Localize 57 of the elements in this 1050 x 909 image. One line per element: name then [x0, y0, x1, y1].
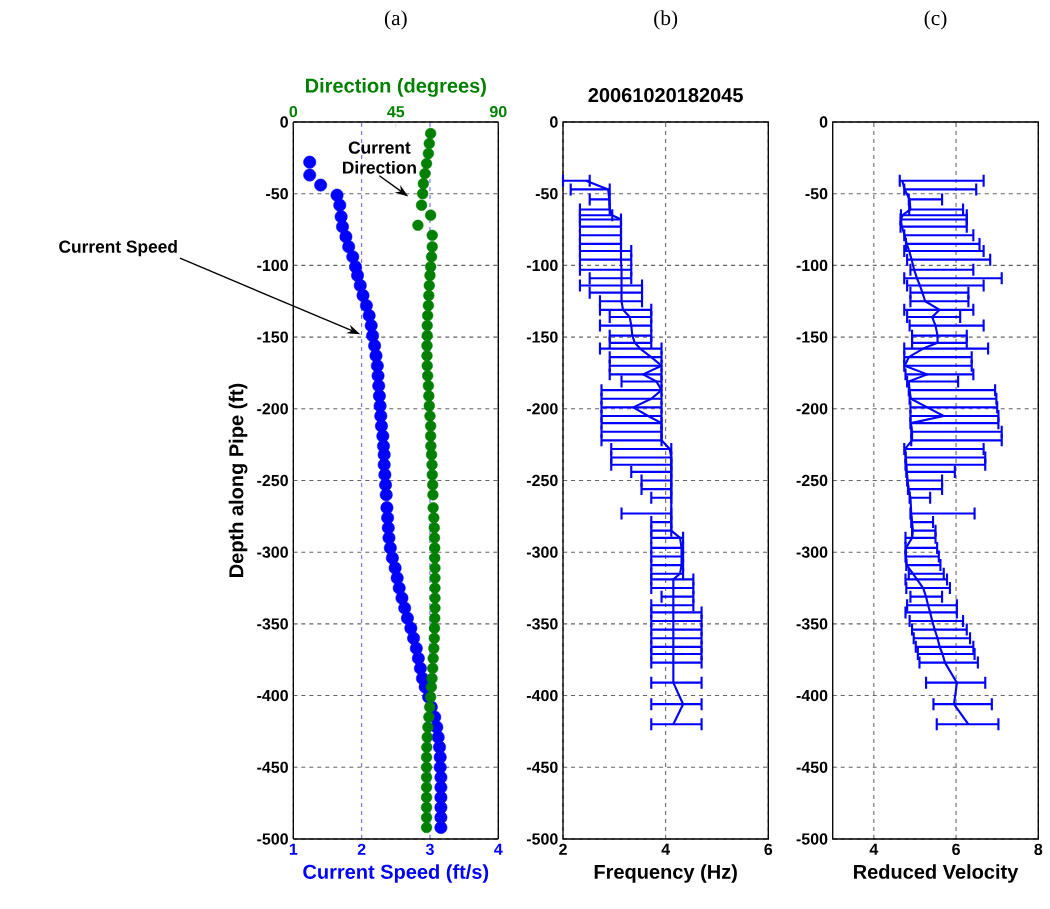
x-tick-label: 6 [764, 843, 773, 856]
y-tick-label: -200 [526, 403, 558, 415]
y-tick-label: 0 [280, 116, 288, 128]
x-axis-title: Current Speed (ft/s) [303, 864, 489, 883]
y-tick-label: -200 [257, 403, 288, 415]
x-tick-label: 3 [425, 843, 434, 856]
y-tick-label: -300 [257, 546, 288, 558]
y-tick-label: -350 [257, 618, 288, 630]
x-tick-label: 1 [289, 843, 298, 855]
y-tick-label: -400 [796, 689, 828, 702]
y-tick-label: -400 [526, 689, 558, 702]
x-tick-label: 6 [952, 843, 960, 856]
y-tick-label: -500 [526, 833, 558, 845]
y-tick-label: -200 [796, 403, 828, 415]
annotation: Current Direction [343, 141, 416, 174]
y-tick-label: -500 [257, 833, 288, 845]
y-tick-label: -300 [526, 546, 558, 558]
y-tick-label: -450 [257, 761, 288, 773]
text: Current Speed [59, 240, 177, 257]
y-tick-label: -250 [796, 474, 828, 487]
chart-subtitle: 20061020182045 [588, 88, 743, 103]
y-tick-label: 0 [819, 116, 828, 128]
y-tick-label: -350 [796, 618, 828, 630]
x-tick-label: 4 [661, 843, 670, 855]
y-tick-label: 0 [550, 116, 558, 128]
y-tick-label: -300 [796, 546, 828, 558]
x-tick-label: 4 [494, 843, 503, 855]
x-tick-label: 8 [1034, 843, 1043, 856]
y-tick-label: -250 [257, 474, 288, 487]
y-tick-label: -100 [526, 259, 558, 272]
y-tick-label: -150 [257, 331, 288, 343]
x2-tick-label: 45 [387, 106, 405, 118]
y-tick-label: -150 [526, 331, 558, 343]
y-tick-label: -250 [526, 474, 558, 487]
y-tick-label: -450 [796, 761, 828, 773]
y-tick-label: -350 [526, 618, 558, 630]
chart-title: (a) [384, 10, 407, 30]
x-tick-label: 4 [869, 843, 879, 855]
y-axis-title: Depth along Pipe (ft) [228, 383, 248, 577]
x2-tick-label: 0 [289, 105, 298, 118]
y-tick-label: -150 [796, 331, 828, 343]
y-tick-label: -50 [266, 188, 288, 200]
y-tick-label: -100 [796, 259, 828, 272]
y-tick-label: -500 [796, 833, 828, 845]
y-tick-label: -100 [257, 259, 288, 272]
x-tick-label: 2 [559, 843, 567, 855]
x2-axis-title: Direction (degrees) [306, 78, 486, 97]
y-tick-label: -50 [535, 188, 558, 200]
x2-tick-label: 90 [489, 105, 507, 118]
x-axis-title: Frequency (Hz) [594, 864, 737, 883]
y-tick-label: -50 [805, 188, 828, 200]
y-tick-label: -400 [257, 689, 288, 702]
y-tick-label: -450 [526, 761, 558, 773]
x-tick-label: 2 [357, 843, 366, 855]
chart-title: (c) [924, 10, 947, 30]
chart-title: (b) [654, 10, 678, 30]
x-axis-title: Reduced Velocity [854, 864, 1019, 883]
